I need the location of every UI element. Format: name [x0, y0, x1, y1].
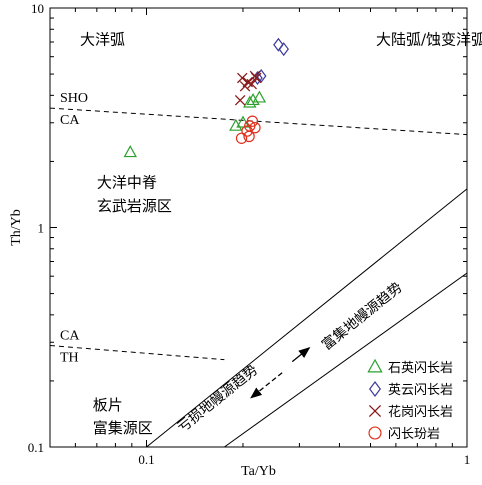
region-label: 富集源区	[93, 419, 153, 437]
region-label: 玄武岩源区	[97, 197, 172, 215]
data-point-x	[239, 81, 251, 92]
data-point-circle	[246, 115, 259, 127]
data-point-x	[246, 78, 257, 90]
data-point-circle	[235, 132, 248, 144]
legend-marker-triangle	[367, 358, 383, 373]
data-point-circle	[243, 130, 255, 143]
x-tick-label: 0.1	[138, 452, 154, 467]
x-tick-label: 1	[464, 452, 471, 467]
boundary-ca-th	[50, 345, 225, 361]
data-point-x	[249, 70, 261, 82]
legend-label: 石英闪长岩	[388, 361, 453, 376]
region-label: 大陆弧/蚀变洋弧	[376, 30, 482, 48]
data-point-triangle	[246, 93, 260, 106]
boundary-sho-ca	[50, 107, 467, 136]
legend-label: 闪长玢岩	[388, 427, 440, 442]
region-label: 板片	[93, 396, 123, 414]
depleted-trend-label: 亏损地幔源趋势	[175, 362, 261, 436]
legend-marker-circle	[368, 426, 382, 440]
data-point-diamond	[255, 69, 267, 84]
enriched-trend-arrow	[291, 347, 311, 363]
data-point-triangle	[252, 90, 267, 103]
legend-label: 英云闪长岩	[388, 383, 453, 398]
legend-marker-x	[368, 404, 382, 418]
legend-label: 花岗闪长岩	[388, 404, 453, 420]
y-tick-label: 0.1	[28, 440, 44, 455]
data-point-x	[237, 72, 248, 84]
boundary-array-lower	[224, 272, 467, 447]
x-axis-title: Ta/Yb	[241, 464, 276, 479]
y-tick-label: 1	[38, 221, 45, 236]
legend-marker-diamond	[369, 381, 381, 397]
data-point-x	[234, 94, 246, 106]
th-label: TH	[60, 351, 79, 366]
data-point-triangle	[123, 145, 137, 158]
data-point-triangle	[236, 115, 250, 128]
enriched-trend-label: 富集地幔源趋势	[319, 279, 406, 354]
ca-label-lower: CA	[60, 329, 80, 344]
data-point-circle	[249, 121, 261, 134]
data-point-triangle	[243, 95, 257, 108]
sho-label: SHO	[60, 91, 88, 106]
y-axis-title: Th/Yb	[9, 209, 24, 246]
region-label: 大洋弧	[80, 30, 125, 48]
ca-label-upper: CA	[60, 113, 80, 128]
depleted-trend-arrow	[250, 372, 283, 399]
y-tick-label: 10	[31, 1, 44, 16]
data-point-diamond	[273, 37, 284, 52]
region-label: 大洋中脊	[97, 174, 157, 192]
boundary-array-upper	[146, 188, 467, 447]
data-point-diamond	[278, 42, 289, 57]
